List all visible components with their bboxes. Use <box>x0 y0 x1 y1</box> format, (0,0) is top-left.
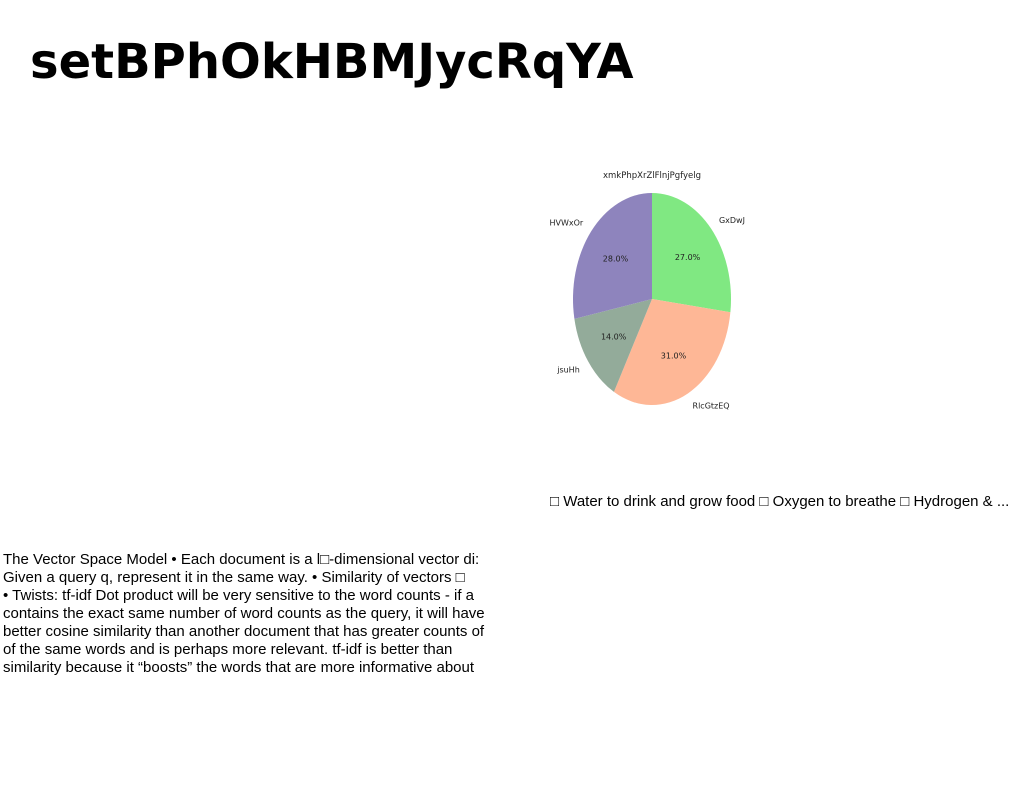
chart-title: xmkPhpXrZlFlnjPgfyelg <box>603 171 701 181</box>
body-line: Given a query q, represent it in the sam… <box>3 569 465 586</box>
pie-chart-svg: xmkPhpXrZlFlnjPgfyelg 27.0% GxDwJ 31.0% Rlc… <box>549 171 744 411</box>
pie-category-label: HVWxOr <box>549 219 583 228</box>
pie-percent-label: 27.0% <box>675 253 701 262</box>
body-line: similarity because it “boosts” the words… <box>3 659 475 676</box>
body-line: better cosine similarity than another do… <box>3 623 485 640</box>
page-title: setBPhOkHBMJycRqYA <box>30 34 634 90</box>
pie-category-label: jsuHh <box>556 365 580 374</box>
body-paragraph: The Vector Space Model • Each document i… <box>3 551 523 677</box>
pie-percent-label: 28.0% <box>603 254 629 263</box>
pie-slice-jsuHh <box>574 299 652 392</box>
pie-slice-GxDwJ <box>652 193 731 313</box>
pie-chart: xmkPhpXrZlFlnjPgfyelg 27.0% GxDwJ 31.0% Rlc… <box>545 160 765 420</box>
body-line: contains the exact same number of word c… <box>3 605 485 622</box>
pie-percent-label: 14.0% <box>601 332 627 341</box>
bullet-text-line: □ Water to drink and grow food □ Oxygen … <box>550 493 1010 510</box>
pie-category-label: RlcGtzEQ <box>693 402 730 411</box>
pie-percent-label: 31.0% <box>661 352 687 361</box>
body-line: of the same words and is perhaps more re… <box>3 641 453 658</box>
pie-slice-HVWxOr <box>573 193 652 319</box>
pie-category-label: GxDwJ <box>719 216 745 225</box>
pie-slices <box>573 193 731 405</box>
pie-labels: 27.0% GxDwJ 31.0% RlcGtzEQ 14.0% jsuHh 28.0% HV… <box>549 216 744 411</box>
body-line: • Twists: tf-idf Dot product will be ver… <box>3 587 474 604</box>
pie-slice-RlcGtzEQ <box>613 299 731 405</box>
body-line: The Vector Space Model • Each document i… <box>3 551 480 568</box>
